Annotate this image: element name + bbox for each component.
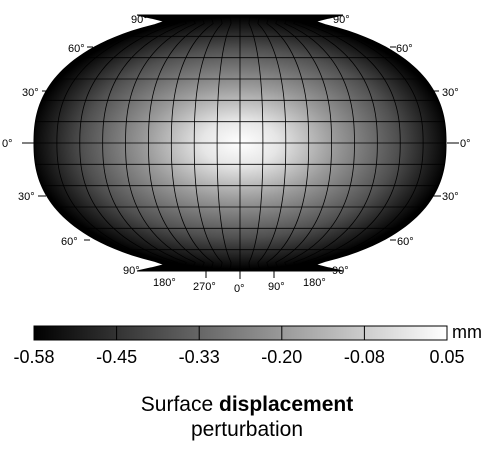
lat-label-60n-left: 60° — [68, 43, 85, 55]
meridian-line — [248, 15, 264, 271]
colorbar-tick-label: -0.45 — [96, 347, 137, 367]
meridian-line — [148, 15, 205, 271]
longitude-labels: 180° 270° 0° 90° 180° — [153, 277, 326, 295]
colorbar-tick-label: -0.33 — [179, 347, 220, 367]
lat-label-equator-left: 0° — [2, 138, 13, 150]
figure-caption: Surface displacement perturbation — [0, 392, 494, 442]
meridian-line — [275, 15, 332, 271]
meridian-line — [193, 15, 223, 271]
colorbar — [33, 325, 448, 341]
lat-label-60s-left: 60° — [61, 236, 78, 248]
meridian-line — [257, 15, 287, 271]
lat-label-top-left-90: 90° — [131, 14, 148, 26]
meridian-line — [79, 15, 179, 271]
lat-label-60s-right: 60° — [397, 236, 414, 248]
meridian-line — [266, 15, 310, 271]
lat-label-30s-left: 30° — [18, 191, 35, 203]
lat-label-30n-right: 30° — [442, 87, 459, 99]
lat-label-equator-right: 0° — [460, 138, 471, 150]
meridian-line — [310, 15, 424, 271]
colorbar-tick-label: 0.05 — [429, 347, 464, 367]
meridian-line — [102, 15, 187, 271]
frame-ticks — [22, 14, 459, 279]
colorbar-ticks — [33, 326, 448, 340]
lon-label-0: 0° — [234, 283, 245, 295]
lon-label-180-left: 180° — [153, 277, 176, 289]
colorbar-unit-label: mm — [452, 322, 482, 342]
lat-label-60n-right: 60° — [396, 43, 413, 55]
caption-prefix: Surface — [140, 393, 219, 416]
lat-label-30s-right: 30° — [442, 191, 459, 203]
lon-label-90: 90° — [268, 281, 285, 293]
colorbar-tick-label: -0.20 — [261, 347, 302, 367]
colorbar-tick-labels: -0.58 -0.45 -0.33 -0.20 -0.08 0.05 — [13, 347, 464, 367]
caption-bold-word: displacement — [219, 393, 354, 416]
meridian-line — [170, 15, 214, 271]
lat-label-bottom-left-90: 90° — [123, 265, 140, 277]
lon-label-270: 270° — [193, 281, 216, 293]
meridian-line — [301, 15, 401, 271]
lat-label-top-right-90: 90° — [333, 14, 350, 26]
lon-label-180-right: 180° — [303, 277, 326, 289]
colorbar-tick-label: -0.08 — [344, 347, 385, 367]
lat-label-30n-left: 30° — [22, 87, 39, 99]
meridian-line — [56, 15, 170, 271]
globe-outline — [33, 14, 447, 272]
meridian-line — [284, 15, 355, 271]
caption-line-1: Surface displacement — [0, 392, 494, 417]
meridian-line — [293, 15, 378, 271]
meridian-line — [125, 15, 196, 271]
lat-label-bottom-right-90: 90° — [332, 265, 349, 277]
meridian-line — [216, 15, 232, 271]
colorbar-tick-label: -0.58 — [13, 347, 54, 367]
caption-line-2: perturbation — [190, 418, 304, 441]
latitude-labels: 90° 90° 60° 60° 30° 30° 0° 0° 30° 30° 60… — [2, 14, 471, 277]
